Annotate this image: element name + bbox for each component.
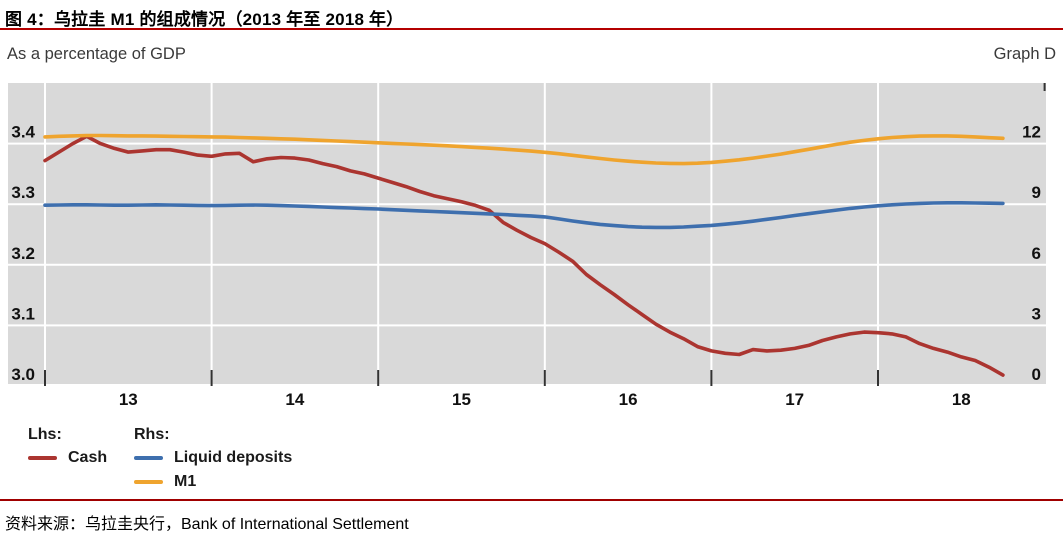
legend-label: Liquid deposits: [174, 449, 293, 466]
legend-label: Cash: [68, 449, 108, 466]
right-axis-tick-label: 6: [1032, 244, 1041, 263]
x-axis-year-label: 14: [285, 390, 305, 409]
title-underline-rule: [0, 28, 1063, 30]
x-axis-year-label: 18: [951, 390, 971, 409]
source-note: 资料来源：乌拉圭央行，Bank of International Settlem…: [5, 516, 409, 533]
legend-lhs-header: Lhs:: [28, 426, 62, 443]
x-axis-year-label: 13: [118, 390, 138, 409]
figure-title: 图 4：乌拉圭 M1 的组成情况（2013 年至 2018 年）: [5, 10, 404, 29]
series-line-cash: [43, 134, 1005, 377]
legend-swatch-icon: [28, 456, 57, 460]
legend-rhs-header: Rhs:: [134, 426, 170, 443]
legend-swatch-icon: [134, 480, 163, 484]
series-line-liquid-deposits: [43, 201, 1005, 230]
left-axis-tick-label: 3.0: [11, 365, 35, 384]
legend-item-cash: Cash: [28, 446, 107, 470]
right-axis-tick-label: 12: [1022, 123, 1041, 142]
left-axis-tick-label: 3.1: [11, 304, 35, 323]
right-axis-tick-label: 9: [1032, 183, 1041, 202]
legend-item-liquid-deposits: Liquid deposits: [134, 446, 292, 470]
x-axis-year-label: 17: [785, 390, 805, 409]
left-axis-caption: As a percentage of GDP: [7, 45, 186, 63]
x-axis-year-label: 15: [452, 390, 471, 409]
right-axis-tick-label: 3: [1032, 304, 1041, 323]
legend-lhs-column: Lhs: Cash: [28, 426, 107, 470]
left-axis-tick-label: 3.3: [11, 183, 35, 202]
left-axis-tick-label: 3.4: [11, 123, 35, 142]
legend-item-m1: M1: [134, 470, 292, 494]
legend-swatch-icon: [134, 456, 163, 460]
legend-rhs-column: Rhs: Liquid deposits M1: [134, 426, 292, 494]
left-axis-tick-label: 3.2: [11, 244, 35, 263]
source-separator-rule: [0, 499, 1063, 501]
chart-plot-area: 3.0 3.1 3.2 3.3 3.4 0 3 6 9 12: [8, 83, 1046, 386]
legend-label: M1: [174, 473, 197, 490]
x-axis-year-label: 16: [618, 390, 638, 409]
graph-label: Graph D: [993, 45, 1056, 63]
series-line-m1: [43, 133, 1005, 166]
x-axis-labels: 13 14 15 16 17 18: [8, 390, 1046, 412]
right-axis-tick-label: 0: [1032, 365, 1041, 384]
chart-svg: 3.0 3.1 3.2 3.3 3.4 0 3 6 9 12: [8, 83, 1046, 386]
